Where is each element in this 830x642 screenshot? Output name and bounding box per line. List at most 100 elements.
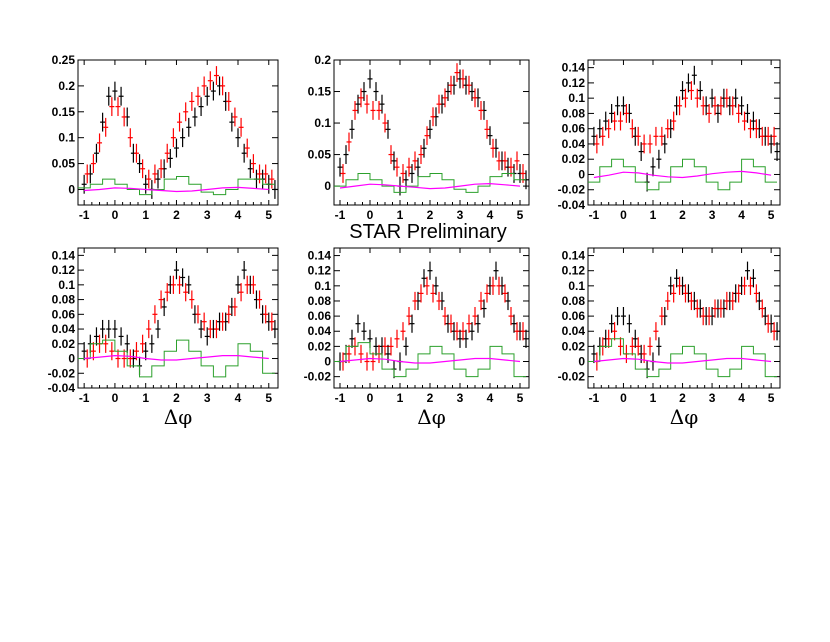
x-tick-label: -1 [79, 391, 90, 405]
x-tick-label: -1 [335, 391, 346, 405]
series-2 [594, 81, 777, 154]
y-tick-label: 0.1 [314, 116, 331, 130]
y-tick-label: 0.06 [308, 309, 332, 323]
x-tick-label: 2 [679, 391, 686, 405]
series-4 [339, 357, 521, 364]
y-tick-label: 0.05 [52, 157, 76, 171]
x-tick-label: 4 [738, 391, 745, 405]
y-tick-label: -0.02 [48, 366, 76, 380]
x-tick-label: 5 [768, 208, 775, 222]
y-tick-label: 0.04 [52, 322, 76, 336]
caption: STAR Preliminary [349, 221, 506, 243]
series-4 [593, 357, 772, 364]
series-step-line [78, 176, 275, 196]
x-tick-label: 2 [427, 208, 434, 222]
y-tick-label: 0 [324, 179, 331, 193]
series-3 [588, 158, 777, 191]
y-tick-label: 0.14 [52, 248, 76, 262]
series-line [339, 357, 521, 364]
y-tick-label: 0.15 [308, 85, 332, 99]
y-tick-label: 0.08 [52, 293, 76, 307]
y-tick-label: 0.12 [308, 264, 332, 278]
y-tick-label: 0.04 [308, 324, 332, 338]
series-1 [591, 65, 780, 192]
x-tick-label: 1 [142, 391, 149, 405]
panel-5: -1 0 1 2 3 4 5-0.0200.020.040.060.080.10.120.1… [304, 247, 530, 429]
panel-6: -1 0 1 2 3 4 5-0.0200.020.040.060.080.10.120.1… [558, 247, 781, 429]
series-2 [340, 276, 526, 371]
y-tick-label: 0.14 [562, 61, 586, 75]
x-tick-label: 4 [235, 208, 242, 222]
series-3 [334, 342, 526, 378]
series-1 [337, 69, 529, 196]
x-tick-label: 0 [112, 391, 119, 405]
series-4 [84, 186, 269, 193]
x-tick-label: 0 [112, 208, 119, 222]
x-tick-label: 5 [517, 391, 524, 405]
series-line [84, 354, 269, 361]
y-tick-label: 0.1 [568, 279, 585, 293]
y-tick-label: 0.08 [562, 106, 586, 120]
x-tick-label: 5 [265, 208, 272, 222]
series-4 [84, 354, 269, 361]
x-tick-label: 3 [204, 208, 211, 222]
x-tick-label: -1 [589, 391, 600, 405]
y-tick-label: 0.2 [314, 53, 331, 67]
y-tick-label: -0.02 [558, 183, 586, 197]
series-3 [78, 339, 275, 378]
series-2 [340, 63, 526, 183]
y-tick-label: 0.1 [568, 91, 585, 105]
x-tick-label: -1 [79, 208, 90, 222]
x-tick-label: 4 [487, 208, 494, 222]
series-line [593, 357, 772, 364]
series-step-line [78, 339, 275, 378]
x-tick-label: 5 [768, 391, 775, 405]
series-1 [81, 76, 278, 199]
plot-frame [77, 247, 279, 389]
y-tick-label: 0 [324, 355, 331, 369]
x-tick-label: 1 [650, 208, 657, 222]
x-tick-label: 4 [487, 391, 494, 405]
x-tick-label: 0 [367, 391, 374, 405]
y-tick-label: 0.04 [562, 324, 586, 338]
x-tick-label: 5 [517, 208, 524, 222]
y-tick-label: 0.1 [314, 279, 331, 293]
y-tick-label: -0.04 [48, 381, 76, 395]
series-3 [78, 176, 275, 196]
series-line [593, 170, 772, 179]
panel-2: -1 0 1 2 3 4 5 0 0.05 0.1 0.15 0.2 [308, 53, 530, 222]
series-step-line [588, 338, 777, 378]
series-step-line [334, 173, 526, 193]
series-step-line [588, 158, 777, 191]
y-tick-label: -0.02 [558, 370, 586, 384]
y-tick-label: 0.12 [562, 264, 586, 278]
plot-frame [333, 247, 530, 389]
y-tick-label: 0.2 [58, 79, 75, 93]
x-tick-label: 3 [709, 208, 716, 222]
x-tick-label: 3 [457, 208, 464, 222]
plot-frame [587, 247, 781, 389]
x-tick-label: -1 [589, 208, 600, 222]
x-tick-label: 0 [367, 208, 374, 222]
y-tick-label: 0.08 [308, 294, 332, 308]
x-tick-label: 4 [235, 391, 242, 405]
x-tick-label: 0 [620, 391, 627, 405]
series-2 [84, 275, 275, 368]
series-2 [594, 276, 777, 371]
series-3 [588, 338, 777, 378]
series-line [339, 182, 521, 190]
plot-frame [333, 59, 530, 206]
x-tick-label: -1 [335, 208, 346, 222]
x-tick-label: 1 [397, 208, 404, 222]
x-tick-label: 2 [173, 391, 180, 405]
y-tick-label: 0.02 [308, 339, 332, 353]
y-tick-label: 0.05 [308, 148, 332, 162]
x-tick-label: 3 [709, 391, 716, 405]
x-tick-label: 2 [679, 208, 686, 222]
x-axis-label: Δφ [417, 405, 445, 429]
series-1 [337, 261, 529, 379]
y-tick-label: 0.1 [58, 131, 75, 145]
x-tick-label: 1 [142, 208, 149, 222]
y-tick-label: 0.02 [52, 337, 76, 351]
